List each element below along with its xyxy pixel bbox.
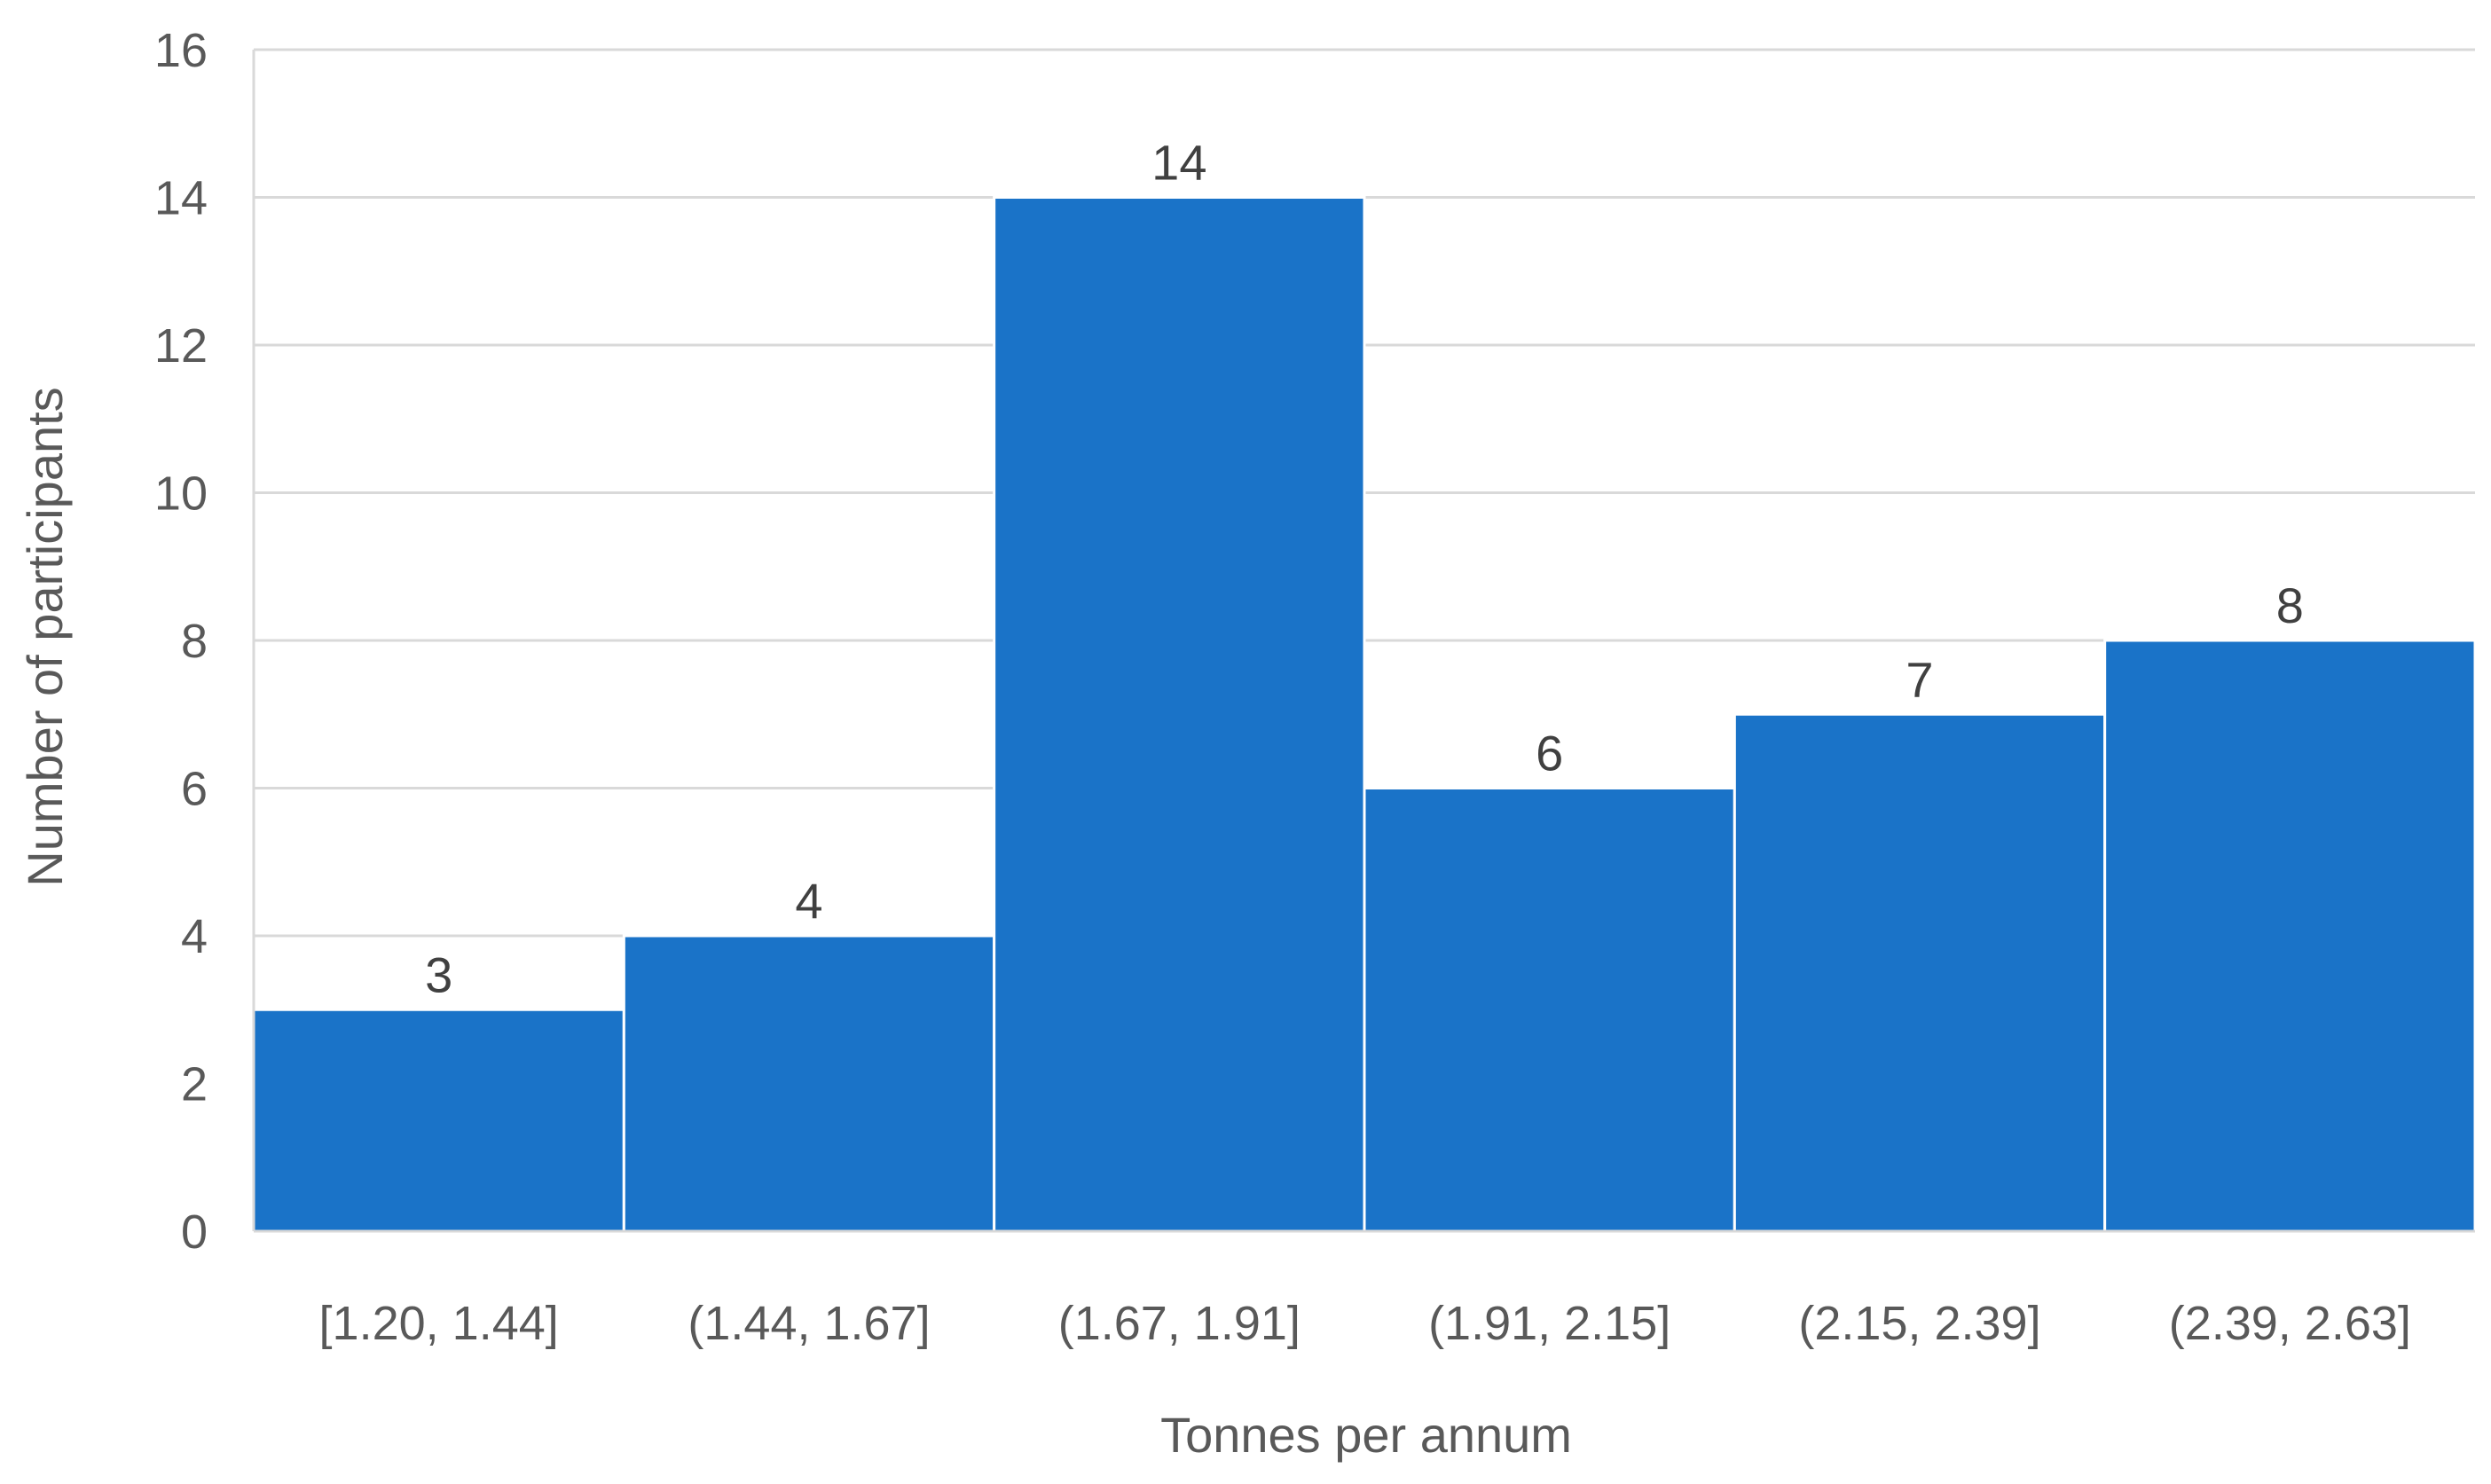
axes [252, 50, 2475, 1233]
y-tick-label: 10 [154, 467, 208, 521]
histogram-bar [993, 196, 1366, 1233]
y-tick-label: 14 [154, 172, 208, 225]
data-labels: 3 4 14 6 7 8 [425, 135, 2304, 1003]
y-tick-label: 4 [181, 910, 208, 963]
x-tick-label: (1.67, 1.91] [1058, 1297, 1301, 1350]
y-tick-label: 2 [181, 1058, 208, 1111]
x-tick-label: [1.20, 1.44] [319, 1297, 559, 1350]
bar-value-label: 4 [795, 873, 822, 929]
y-tick-label: 16 [154, 24, 208, 77]
histogram-bar [1363, 787, 1736, 1233]
bar-value-label: 14 [1151, 135, 1206, 191]
histogram-bar [622, 934, 996, 1233]
x-axis-title: Tonnes per annum [1160, 1407, 1572, 1463]
x-tick-labels: [1.20, 1.44] (1.44, 1.67] (1.67, 1.91] (1.9… [319, 1297, 2411, 1350]
x-tick-label: (1.44, 1.67] [688, 1297, 930, 1350]
y-tick-label: 8 [181, 615, 208, 668]
y-tick-label: 12 [154, 319, 208, 373]
bar-value-label: 7 [1906, 651, 1933, 707]
bars [252, 196, 2477, 1233]
y-axis-title: Number of participants [17, 387, 73, 886]
x-tick-label: (2.15, 2.39] [1798, 1297, 2040, 1350]
bar-value-label: 3 [425, 946, 452, 1002]
y-tick-label: 6 [181, 763, 208, 816]
y-tick-label: 0 [181, 1205, 208, 1259]
histogram-bar [2103, 639, 2477, 1233]
y-tick-labels: 0 2 4 6 8 10 12 14 16 [154, 24, 208, 1259]
bar-value-label: 8 [2276, 577, 2304, 633]
histogram-bar [252, 1008, 625, 1233]
histogram-bar [1733, 712, 2107, 1233]
bar-value-label: 6 [1536, 726, 1563, 781]
x-tick-label: (2.39, 2.63] [2169, 1297, 2411, 1350]
x-tick-label: (1.91, 2.15] [1428, 1297, 1670, 1350]
